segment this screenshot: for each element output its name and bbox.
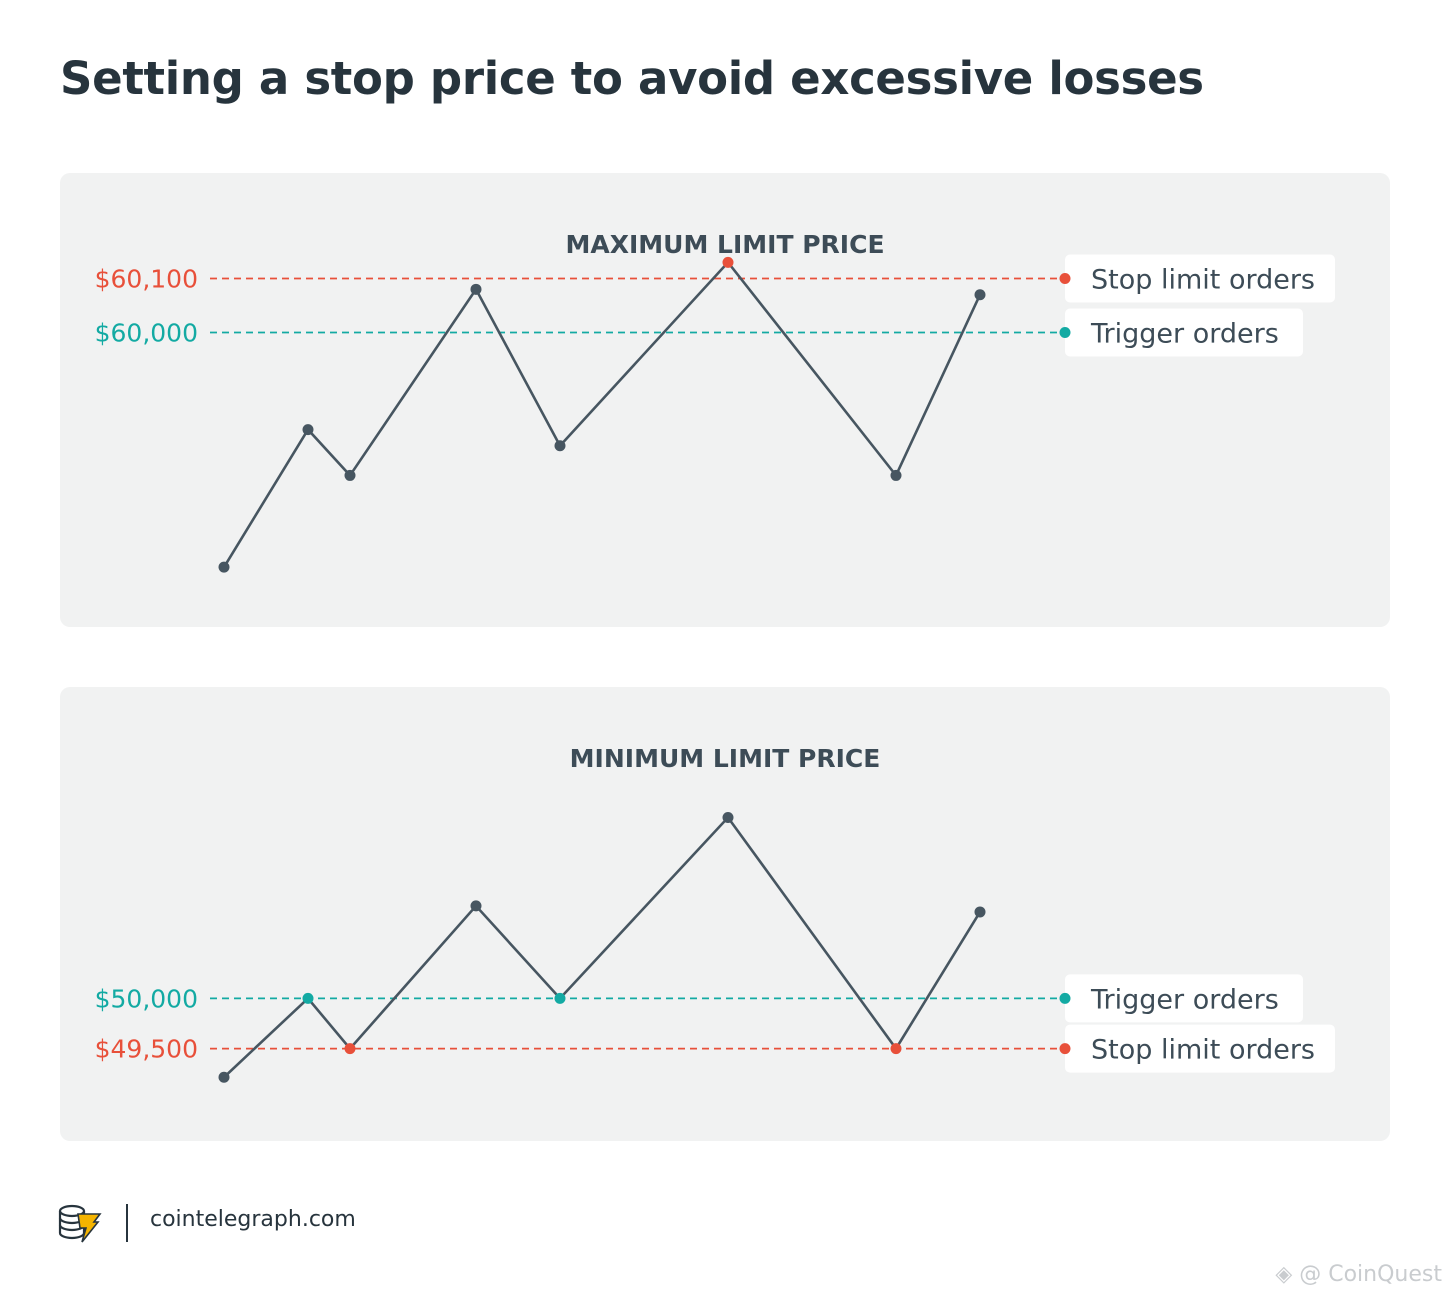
- stop-tag-label: Stop limit orders: [1091, 265, 1315, 296]
- stop-tag-label: Stop limit orders: [1091, 1035, 1315, 1066]
- price-line: [222, 260, 982, 568]
- data-point-price: [722, 811, 734, 823]
- trigger-tag-dot: [1059, 992, 1071, 1004]
- data-point-price: [974, 906, 986, 918]
- binance-diamond-icon: ◈: [1275, 1262, 1293, 1287]
- chart-title: MINIMUM LIMIT PRICE: [570, 744, 881, 773]
- stop-tag-box: [1065, 1024, 1335, 1073]
- stop-price-label: $49,500: [95, 1035, 198, 1064]
- data-point-price: [470, 900, 482, 912]
- trigger-tag-label: Trigger orders: [1090, 318, 1279, 349]
- footer-site[interactable]: cointelegraph.com: [150, 1207, 356, 1232]
- watermark-text: @ CoinQuest: [1299, 1262, 1442, 1287]
- watermark: ◈ @ CoinQuest: [1275, 1262, 1442, 1287]
- trigger-tag-box: [1065, 308, 1303, 357]
- data-point-price: [890, 469, 902, 481]
- data-point-price: [974, 289, 986, 301]
- stop-tag-box: [1065, 254, 1335, 303]
- trigger-tag-label: Trigger orders: [1090, 984, 1279, 1015]
- chart-title: MAXIMUM LIMIT PRICE: [565, 230, 884, 259]
- trigger-price-label: $60,000: [95, 318, 198, 347]
- page-title: Setting a stop price to avoid excessive …: [60, 52, 1204, 105]
- data-point-stop: [722, 256, 734, 268]
- minimum-limit-price-chart: MINIMUM LIMIT PRICE $50,000 Trigger orders…: [60, 687, 1390, 1141]
- trigger-tag-box: [1065, 974, 1303, 1023]
- data-point-trigger: [302, 992, 314, 1004]
- data-point-price: [344, 469, 356, 481]
- price-line: [223, 815, 982, 1079]
- data-point-stop: [890, 1043, 902, 1055]
- maximum-limit-price-chart: MAXIMUM LIMIT PRICE $60,100 Stop limit ord…: [60, 173, 1390, 627]
- stop-tag-dot: [1059, 273, 1071, 285]
- data-point-price: [554, 440, 566, 452]
- maximum-limit-price-plot: MAXIMUM LIMIT PRICE $60,100 Stop limit ord…: [95, 230, 1335, 573]
- stop-price-label: $60,100: [95, 265, 198, 294]
- trigger-price-label: $50,000: [95, 984, 198, 1013]
- data-point-trigger: [554, 992, 566, 1004]
- stop-tag-dot: [1059, 1043, 1071, 1055]
- footer-divider: [126, 1204, 128, 1242]
- data-point-price: [470, 283, 482, 295]
- cointelegraph-coin-stack-icon: [58, 1204, 102, 1243]
- data-point-price: [218, 561, 230, 573]
- data-point-price: [302, 424, 314, 436]
- data-point-stop: [344, 1043, 356, 1055]
- trigger-tag-dot: [1059, 326, 1071, 338]
- data-point-price: [218, 1071, 230, 1083]
- minimum-limit-price-plot: MINIMUM LIMIT PRICE $50,000 Trigger orders…: [95, 744, 1335, 1083]
